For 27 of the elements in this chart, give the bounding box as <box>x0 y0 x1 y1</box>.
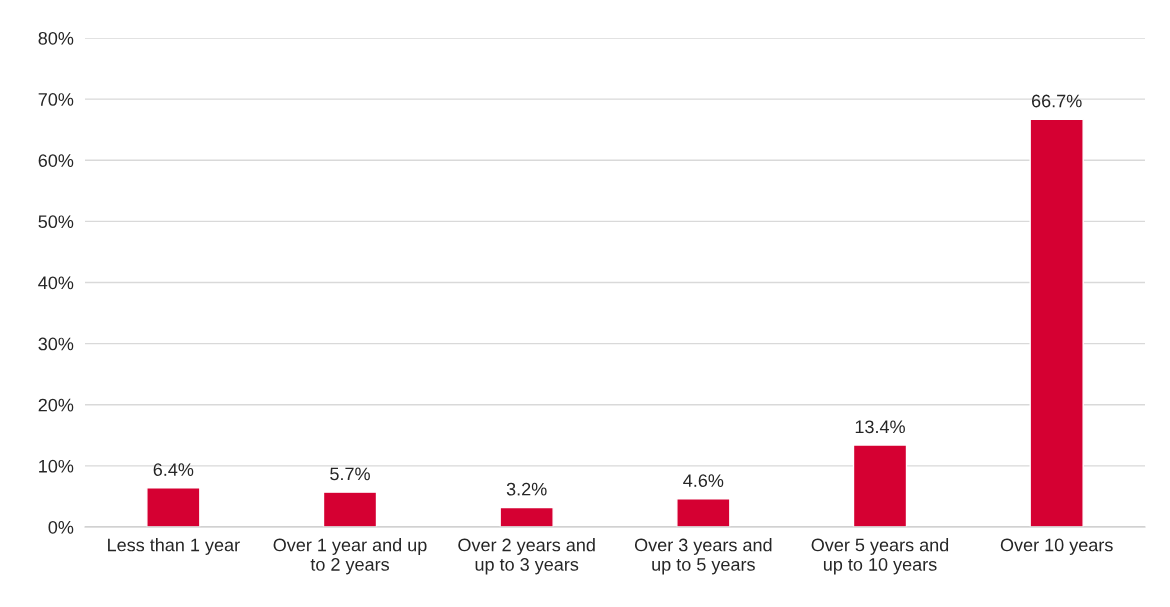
data-label: 4.6% <box>683 474 724 487</box>
x-tick-label: Over 10 years <box>1000 538 1113 555</box>
y-tick-label: 10% <box>39 459 74 473</box>
y-tick-label: 60% <box>38 154 74 167</box>
y-tick-label: 70% <box>38 93 74 106</box>
bar <box>322 491 378 527</box>
y-tick-label: 30% <box>38 337 74 351</box>
bar <box>852 444 908 527</box>
bar <box>676 498 731 527</box>
data-label: 66.7% <box>1031 94 1082 108</box>
data-label: 5.7% <box>330 467 370 481</box>
y-tick-label: 50% <box>38 215 74 229</box>
bar <box>1029 118 1084 527</box>
x-tick-label: Over 5 years and up to 10 years <box>811 538 949 575</box>
x-tick-label: Over 3 years and up to 5 years <box>634 538 772 575</box>
y-tick-label: 40% <box>38 276 74 290</box>
y-tick-label: 80% <box>38 31 74 45</box>
data-label: 13.4% <box>855 420 905 434</box>
data-label: 6.4% <box>153 463 194 476</box>
bar <box>499 506 554 527</box>
y-tick-label: 0% <box>48 520 74 534</box>
data-label: 3.2% <box>506 482 547 496</box>
bar <box>146 487 201 527</box>
x-tick-label: Over 1 year and up to 2 years <box>273 538 427 575</box>
y-tick-label: 20% <box>38 398 74 412</box>
x-tick-label: Less than 1 year <box>108 538 240 555</box>
x-tick-label: Over 2 years and up to 3 years <box>458 538 595 575</box>
